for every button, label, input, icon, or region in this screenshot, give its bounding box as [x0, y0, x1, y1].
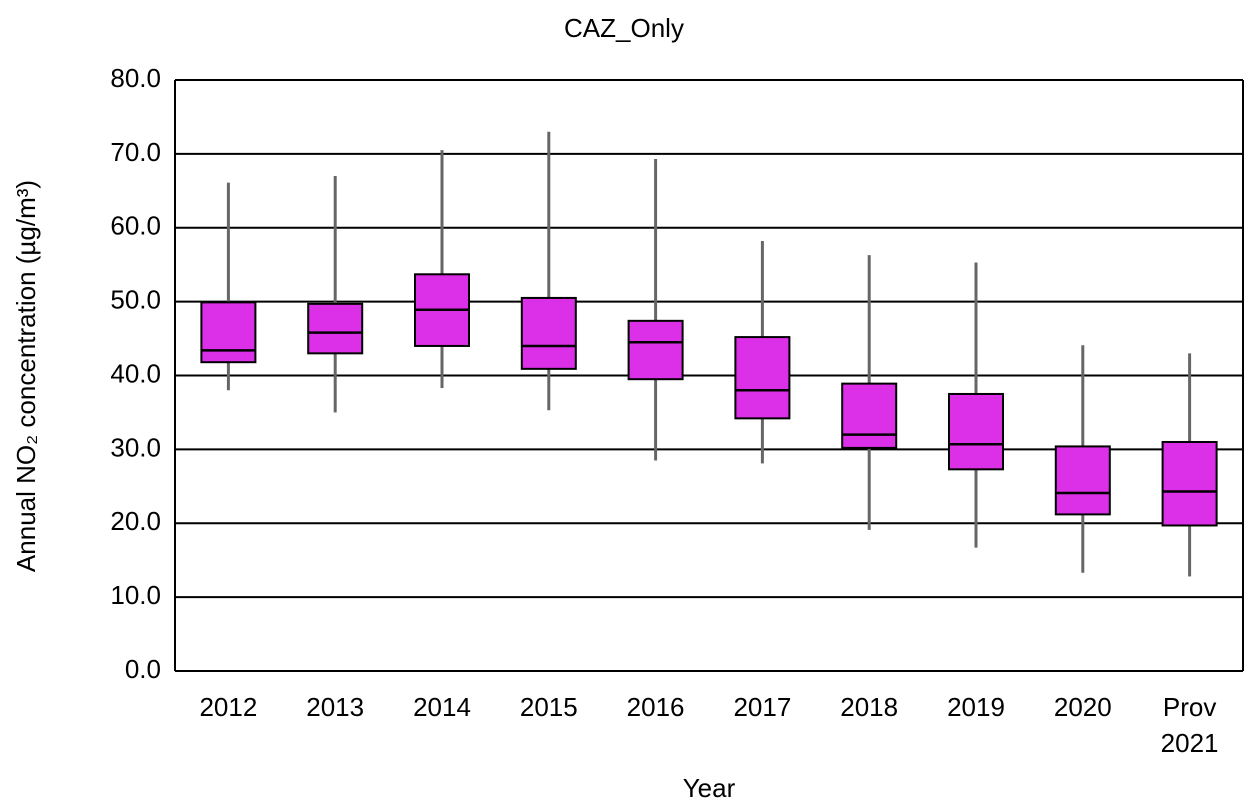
y-tick-label: 60.0: [110, 211, 161, 241]
box: [734, 336, 791, 420]
y-tick-label: 80.0: [110, 63, 161, 93]
x-tick-label: Prov 2021: [1161, 692, 1219, 758]
box: [948, 392, 1004, 471]
chart-title: CAZ_Only: [564, 13, 684, 43]
x-tick-label: 2015: [520, 692, 578, 722]
x-axis-label: Year: [683, 773, 736, 803]
x-tick-label: 2012: [199, 692, 257, 722]
box: [200, 301, 257, 364]
box: [627, 319, 684, 381]
y-tick-label: 70.0: [110, 137, 161, 167]
x-tick-label: 2013: [306, 692, 364, 722]
y-tick-label: 10.0: [110, 580, 161, 610]
y-tick-label: 20.0: [110, 506, 161, 536]
y-tick-label: 50.0: [110, 285, 161, 315]
x-tick-label: 2018: [840, 692, 898, 722]
box: [1054, 445, 1111, 516]
x-tick-label: 2016: [627, 692, 685, 722]
box: [307, 302, 364, 355]
x-tick-label: 2020: [1054, 692, 1112, 722]
y-tick-label: 30.0: [110, 432, 161, 462]
box: [520, 296, 577, 370]
y-axis-label: Annual NO₂ concentration (µg/m³): [11, 180, 41, 572]
x-tick-label: 2014: [413, 692, 471, 722]
y-tick-label: 0.0: [125, 654, 161, 684]
box: [841, 382, 898, 449]
box: [1161, 440, 1218, 527]
x-tick-label: 2019: [947, 692, 1005, 722]
x-tick-label: 2017: [733, 692, 791, 722]
y-tick-label: 40.0: [110, 358, 161, 388]
